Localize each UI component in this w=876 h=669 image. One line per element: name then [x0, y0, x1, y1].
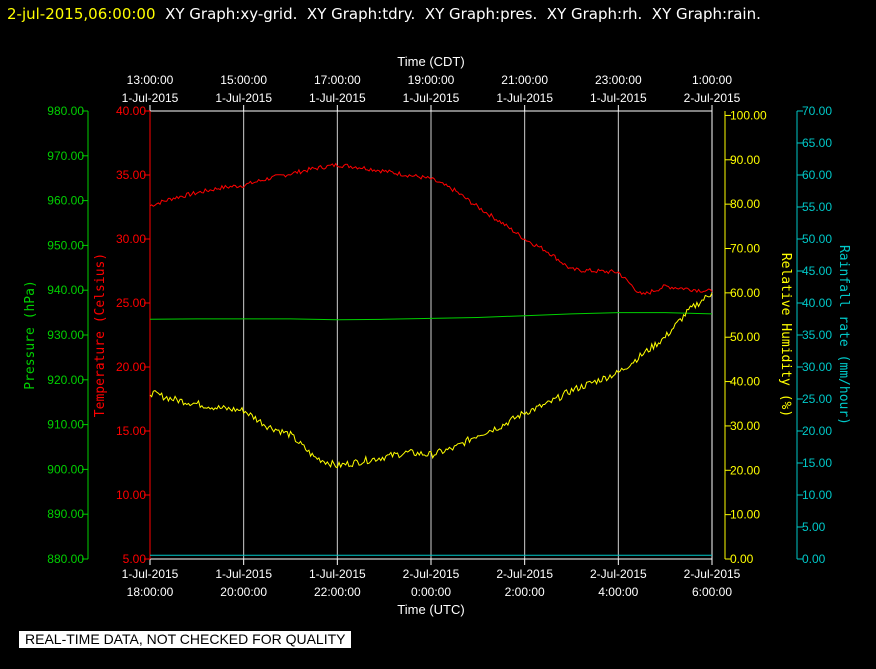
humidity-axis-tick-label: 50.00: [730, 330, 760, 344]
series-line-rh: [149, 292, 713, 469]
bottom-axis-tick-time: 2:00:00: [505, 585, 545, 599]
temperature-axis-tick-label: 40.00: [116, 104, 146, 118]
header-graph-name: XY Graph:rain.: [642, 5, 761, 23]
rain-axis-tick-label: 15.00: [802, 456, 832, 470]
pressure-axis-tick-label: 900.00: [47, 462, 84, 476]
temperature-axis-tick-label: 25.00: [116, 296, 146, 310]
top-axis-tick-date: 1-Jul-2015: [215, 91, 272, 105]
rain-axis-tick-label: 45.00: [802, 264, 832, 278]
temperature-axis-tick-label: 15.00: [116, 424, 146, 438]
temperature-axis-tick-label: 10.00: [116, 488, 146, 502]
bottom-axis-tick-date: 2-Jul-2015: [684, 567, 741, 581]
quality-notice: REAL-TIME DATA, NOT CHECKED FOR QUALITY: [19, 631, 352, 648]
rain-axis-tick-label: 55.00: [802, 200, 832, 214]
humidity-axis-tick-label: 20.00: [730, 463, 760, 477]
pressure-axis-tick-label: 920.00: [47, 373, 84, 387]
rain-axis-tick-label: 60.00: [802, 168, 832, 182]
rain-axis-tick-label: 20.00: [802, 424, 832, 438]
pressure-axis-tick-label: 980.00: [47, 104, 84, 118]
rain-axis-tick-label: 35.00: [802, 328, 832, 342]
humidity-axis-tick-label: 60.00: [730, 286, 760, 300]
rain-axis-tick-label: 25.00: [802, 392, 832, 406]
rain-axis-tick-label: 5.00: [802, 520, 826, 534]
top-axis-tick-time: 23:00:00: [595, 73, 642, 87]
top-axis-tick-time: 21:00:00: [501, 73, 548, 87]
bottom-axis-tick-date: 1-Jul-2015: [215, 567, 272, 581]
bottom-axis-label: Time (UTC): [397, 602, 464, 617]
header-datetime: 2-jul-2015,06:00:00: [7, 5, 156, 23]
temperature-axis-tick-label: 5.00: [123, 552, 147, 566]
temperature-axis-label: Temperature (Celsius): [93, 253, 108, 417]
bottom-axis-tick-time: 0:00:00: [411, 585, 451, 599]
humidity-axis-tick-label: 40.00: [730, 375, 760, 389]
humidity-axis-tick-label: 70.00: [730, 242, 760, 256]
pressure-axis-tick-label: 960.00: [47, 194, 84, 208]
rain-axis-tick-label: 70.00: [802, 104, 832, 118]
top-axis-tick-date: 1-Jul-2015: [590, 91, 647, 105]
bottom-axis-tick-time: 22:00:00: [314, 585, 361, 599]
top-axis-tick-date: 2-Jul-2015: [684, 91, 741, 105]
header-graph-name: XY Graph:tdry.: [297, 5, 415, 23]
header-graph-name: XY Graph:pres.: [415, 5, 537, 23]
pressure-axis-tick-label: 930.00: [47, 328, 84, 342]
pressure-axis-tick-label: 910.00: [47, 418, 84, 432]
rain-axis-tick-label: 30.00: [802, 360, 832, 374]
top-axis-tick-date: 1-Jul-2015: [309, 91, 366, 105]
pressure-axis-tick-label: 940.00: [47, 283, 84, 297]
rain-axis-tick-label: 50.00: [802, 232, 832, 246]
pressure-axis-tick-label: 950.00: [47, 238, 84, 252]
bottom-axis-tick-date: 1-Jul-2015: [309, 567, 366, 581]
pressure-axis-tick-label: 970.00: [47, 149, 84, 163]
top-axis-label: Time (CDT): [397, 54, 464, 69]
top-axis-tick-time: 13:00:00: [127, 73, 174, 87]
bottom-axis-tick-date: 2-Jul-2015: [403, 567, 460, 581]
pressure-axis-tick-label: 890.00: [47, 507, 84, 521]
humidity-axis-tick-label: 100.00: [730, 108, 767, 122]
pressure-axis-label: Pressure (hPa): [23, 280, 38, 390]
top-axis-tick-time: 19:00:00: [408, 73, 455, 87]
temperature-axis-tick-label: 35.00: [116, 168, 146, 182]
top-axis-tick-time: 1:00:00: [692, 73, 732, 87]
bottom-axis-tick-time: 6:00:00: [692, 585, 732, 599]
top-axis-tick-date: 1-Jul-2015: [496, 91, 553, 105]
bottom-axis-tick-date: 2-Jul-2015: [590, 567, 647, 581]
pressure-axis-tick-label: 880.00: [47, 552, 84, 566]
series-line-tdry: [149, 162, 713, 296]
top-axis-tick-time: 15:00:00: [220, 73, 267, 87]
rain-axis-tick-label: 65.00: [802, 136, 832, 150]
temperature-axis-tick-label: 20.00: [116, 360, 146, 374]
series-line-pres: [149, 312, 713, 321]
bottom-axis-tick-date: 2-Jul-2015: [496, 567, 553, 581]
bottom-axis-tick-time: 18:00:00: [127, 585, 174, 599]
bottom-axis-tick-date: 1-Jul-2015: [122, 567, 179, 581]
rain-axis-label: Rainfall rate (mm/hour): [836, 245, 851, 425]
temperature-axis-tick-label: 30.00: [116, 232, 146, 246]
header-graph-name: XY Graph:xy-grid.: [156, 5, 298, 23]
bottom-axis-tick-time: 4:00:00: [598, 585, 638, 599]
humidity-axis-label: Relative Humidity (%): [778, 253, 793, 417]
header-graph-name: XY Graph:rh.: [537, 5, 642, 23]
humidity-axis-tick-label: 90.00: [730, 153, 760, 167]
humidity-axis-tick-label: 30.00: [730, 419, 760, 433]
top-axis-tick-time: 17:00:00: [314, 73, 361, 87]
top-axis-tick-date: 1-Jul-2015: [403, 91, 460, 105]
header-title: 2-jul-2015,06:00:00 XY Graph:xy-grid. XY…: [7, 5, 761, 23]
rain-axis-tick-label: 40.00: [802, 296, 832, 310]
humidity-axis-tick-label: 10.00: [730, 508, 760, 522]
top-axis-tick-date: 1-Jul-2015: [122, 91, 179, 105]
humidity-axis-tick-label: 0.00: [730, 552, 754, 566]
rain-axis-tick-label: 0.00: [802, 552, 826, 566]
humidity-axis-tick-label: 80.00: [730, 197, 760, 211]
bottom-axis-tick-time: 20:00:00: [220, 585, 267, 599]
rain-axis-tick-label: 10.00: [802, 488, 832, 502]
